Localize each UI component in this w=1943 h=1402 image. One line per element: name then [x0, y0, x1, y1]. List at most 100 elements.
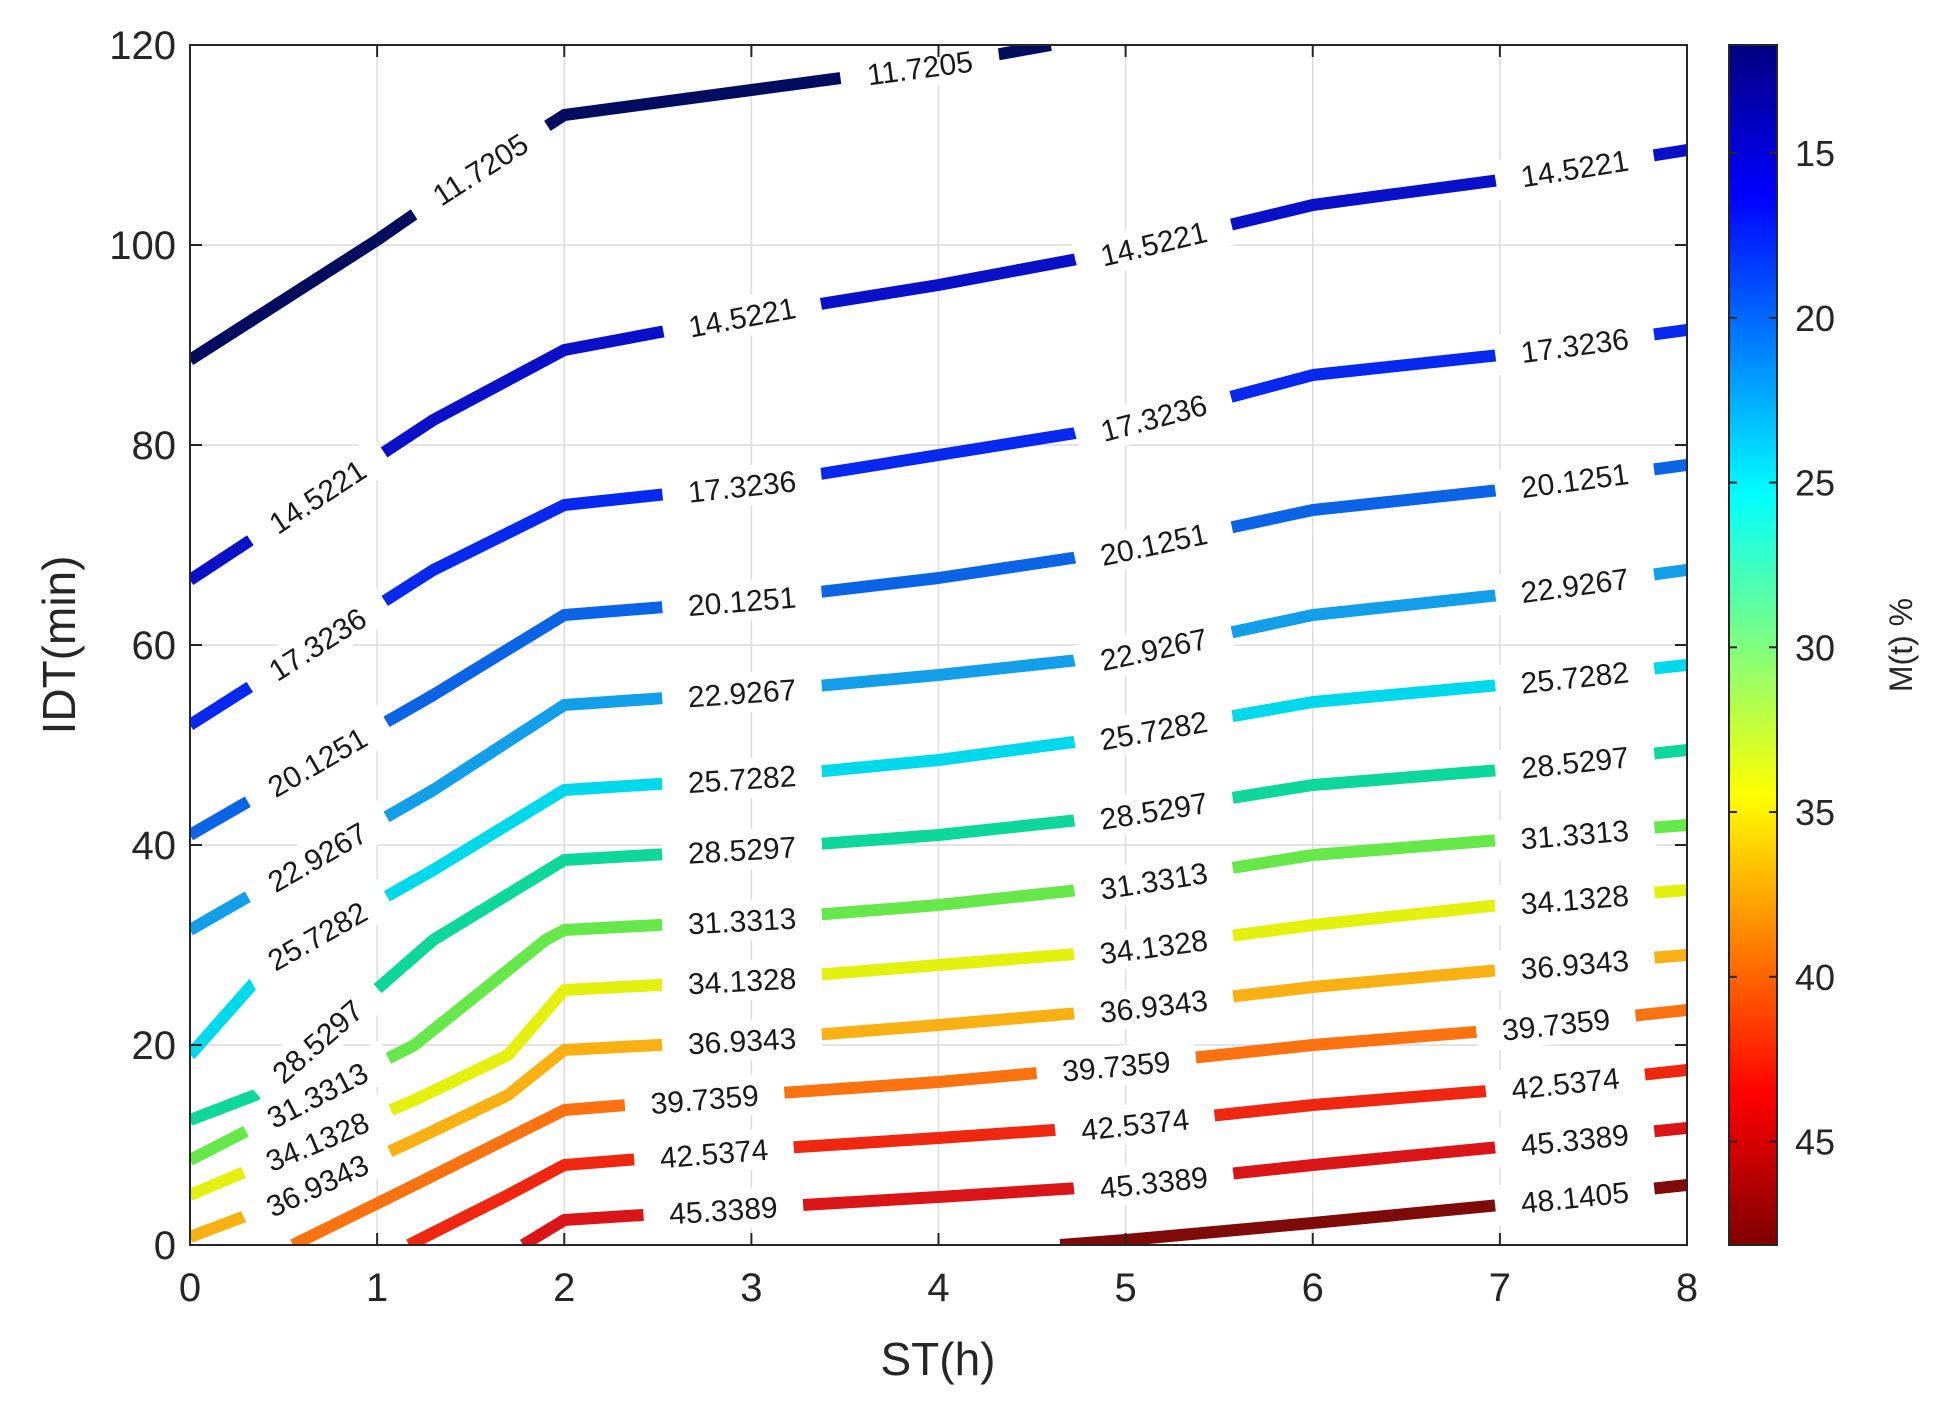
- contour-label-mask: [236, 1040, 398, 1150]
- contour-label-mask: [1492, 554, 1657, 616]
- colorbar-tick-label: 35: [1795, 792, 1835, 833]
- contour-label-mask: [659, 282, 825, 352]
- contour-label-group: 31.3313: [1493, 807, 1657, 861]
- contour-label-34.1328: 34.1328: [687, 963, 797, 1002]
- contour-line-42.5374: [406, 1064, 1687, 1245]
- contour-label-22.9267: 22.9267: [687, 674, 797, 714]
- contour-label-mask: [237, 799, 397, 915]
- x-tick-label: 0: [179, 1266, 201, 1310]
- contour-line-39.7359: [290, 1004, 1687, 1245]
- grid: [190, 45, 1687, 1245]
- contour-line-20.1251: [190, 459, 1687, 841]
- contour-label-mask: [401, 108, 559, 230]
- contour-label-mask: [1071, 778, 1236, 843]
- contour-label-group: 28.5297: [660, 824, 824, 875]
- contour-label-mask: [1483, 1054, 1648, 1112]
- contour-label-mask: [1071, 915, 1236, 977]
- colorbar-title: M(t) %: [1883, 598, 1919, 692]
- contour-label-group: 22.9267: [660, 667, 824, 719]
- contour-label-mask: [642, 1184, 805, 1235]
- contour-label-mask: [1493, 1111, 1657, 1168]
- contour-label-31.3313: 31.3313: [687, 903, 797, 942]
- x-tick-label: 8: [1676, 1266, 1698, 1310]
- y-tick-label: 60: [132, 624, 177, 668]
- contour-line-17.3236: [190, 324, 1687, 731]
- contour-label-group: 42.5374: [632, 1126, 796, 1180]
- colorbar-tick-label: 25: [1795, 463, 1835, 504]
- contour-label-group: 34.1328: [1493, 872, 1657, 926]
- x-tick-label: 3: [740, 1266, 762, 1310]
- contour-label-mask: [238, 584, 396, 704]
- contour-label-mask: [1053, 1095, 1217, 1153]
- contour-label-mask: [660, 457, 824, 515]
- contour-label-mask: [660, 824, 824, 875]
- contour-label-mask: [1071, 507, 1237, 581]
- y-tick-label: 40: [132, 824, 177, 868]
- x-tick-label: 4: [927, 1266, 949, 1310]
- contour-label-group: 25.7282: [660, 753, 824, 804]
- contour-line-31.3313: [190, 819, 1687, 1166]
- contour-label-mask: [1492, 135, 1657, 201]
- contour-line-34.1328: [190, 884, 1687, 1201]
- contour-label-mask: [1071, 612, 1237, 686]
- contour-label-mask: [632, 1126, 796, 1180]
- contour-label-group: 48.1405: [1493, 1168, 1657, 1226]
- contour-label-mask: [1493, 937, 1657, 991]
- colorbar-tick-label: 40: [1795, 957, 1835, 998]
- y-tick-label: 0: [154, 1224, 176, 1268]
- contour-label-group: 39.7359: [1034, 1038, 1198, 1093]
- contour-label-group: 34.1328: [1071, 915, 1236, 977]
- colorbar-tick-label: 45: [1795, 1122, 1835, 1163]
- contour-label-mask: [236, 1133, 399, 1237]
- contour-label-mask: [1071, 696, 1236, 764]
- contour-label-mask: [1071, 205, 1237, 282]
- colorbar-ticks: 15 20 25 30 35 40 45: [1729, 133, 1835, 1163]
- contour-label-group: 14.5221: [1492, 135, 1657, 201]
- contour-label-25.7282: 25.7282: [687, 760, 797, 800]
- contour-label-group: 39.7359: [1474, 995, 1638, 1053]
- contour-label-group: 34.1328: [661, 956, 823, 1005]
- contour-label-mask: [243, 973, 391, 1109]
- contour-label-mask: [239, 435, 396, 557]
- y-tick-label: 80: [132, 424, 177, 468]
- contour-label-mask: [1071, 848, 1236, 913]
- contour-label-mask: [1493, 733, 1657, 791]
- x-tick-label: 5: [1115, 1266, 1137, 1310]
- contour-label-group: 45.3389: [642, 1184, 805, 1235]
- contour-label-mask: [1474, 995, 1638, 1053]
- contour-label-group: 31.3313: [1071, 848, 1236, 913]
- contour-label-group: 36.9343: [1493, 937, 1657, 991]
- contour-label-mask: [1493, 872, 1657, 926]
- contour-label-45.3389: 45.3389: [668, 1191, 778, 1231]
- contour-line-22.9267: [190, 564, 1687, 936]
- x-tick-label: 6: [1302, 1266, 1324, 1310]
- contour-label-group: 45.3389: [1493, 1111, 1657, 1168]
- contour-label-group: 25.7282: [1493, 648, 1657, 706]
- contour-line-45.3389: [519, 1122, 1687, 1245]
- x-tick-label: 7: [1489, 1266, 1511, 1310]
- contour-label-group: 17.3236: [660, 457, 824, 515]
- y-tick-label: 20: [132, 1024, 177, 1068]
- contour-label-group: 39.7359: [623, 1072, 786, 1126]
- colorbar-tick-label: 20: [1795, 298, 1835, 339]
- contour-label-mask: [660, 753, 824, 804]
- contour-label-mask: [1072, 1153, 1236, 1211]
- contour-label-mask: [1071, 976, 1236, 1035]
- contour-label-group: 20.1251: [660, 574, 824, 628]
- contour-labels: 11.720511.720514.522114.522114.522114.52…: [235, 37, 1657, 1237]
- contour-label-mask: [661, 896, 823, 945]
- contour-label-group: 31.3313: [661, 896, 823, 945]
- contour-label-mask: [661, 1016, 823, 1065]
- contour-label-mask: [660, 574, 824, 628]
- contour-label-mask: [1071, 377, 1237, 458]
- contour-line-14.5221: [190, 144, 1687, 586]
- contour-label-mask: [1034, 1038, 1198, 1093]
- contour-label-mask: [235, 1091, 399, 1191]
- contour-label-mask: [1493, 1168, 1657, 1226]
- contour-label-mask: [661, 956, 823, 1005]
- contour-label-mask: [1492, 449, 1657, 511]
- contour-label-36.9343: 36.9343: [687, 1023, 797, 1062]
- contour-label-mask: [623, 1072, 786, 1126]
